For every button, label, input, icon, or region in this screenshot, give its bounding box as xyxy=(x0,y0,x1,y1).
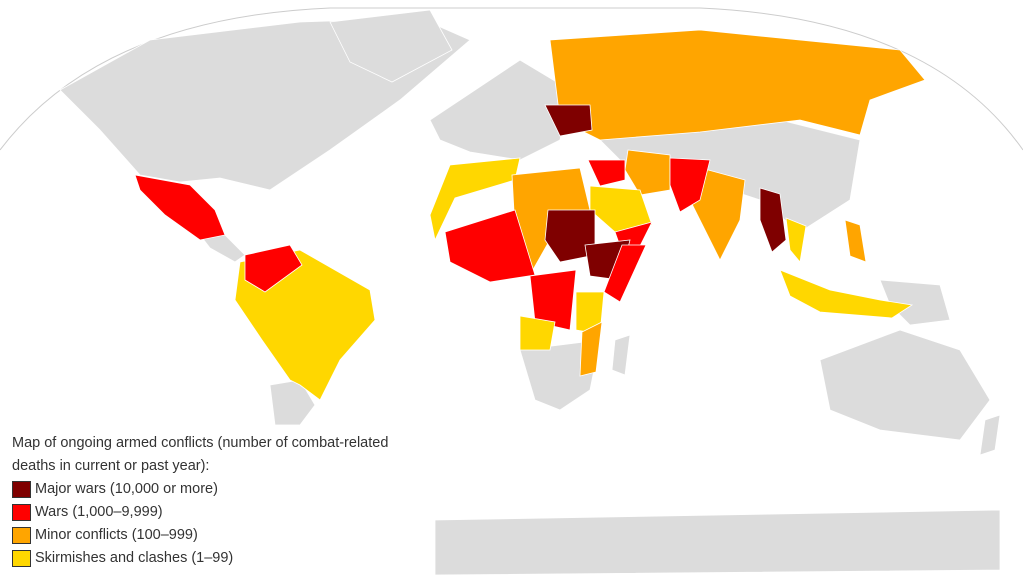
conflict-area xyxy=(429,157,521,242)
conflict-area xyxy=(759,187,787,253)
legend-title: Map of ongoing armed conflicts (number o… xyxy=(12,435,389,474)
conflict-area xyxy=(519,315,556,351)
legend-swatch xyxy=(12,481,31,498)
conflict-area xyxy=(544,104,593,137)
land xyxy=(59,9,1001,576)
conflict-area xyxy=(587,159,626,187)
conflict-area xyxy=(624,149,671,196)
conflict-area xyxy=(579,321,603,377)
conflict-area xyxy=(549,29,926,141)
conflict-area xyxy=(529,269,577,331)
map-outline xyxy=(0,7,1023,151)
legend-item: Skirmishes and clashes (1–99) xyxy=(12,547,422,570)
legend-swatch xyxy=(12,527,31,544)
legend-label: Skirmishes and clashes (1–99) xyxy=(35,550,234,566)
legend-item: Wars (1,000–9,999) xyxy=(12,501,422,524)
legend-label: Major wars (10,000 or more) xyxy=(35,481,218,497)
conflict-area xyxy=(134,174,226,241)
conflict-area xyxy=(603,244,647,303)
legend-label: Minor conflicts (100–999) xyxy=(35,527,198,543)
conflict-areas xyxy=(134,29,926,401)
conflict-area xyxy=(844,219,867,263)
conflict-area xyxy=(785,217,807,263)
conflict-area xyxy=(544,209,596,263)
conflict-area xyxy=(244,244,303,293)
legend-swatch xyxy=(12,550,31,567)
legend-label: Wars (1,000–9,999) xyxy=(35,504,163,520)
conflict-area xyxy=(669,157,711,213)
conflict-area xyxy=(779,269,914,319)
conflict-area xyxy=(444,209,536,283)
legend-item: Major wars (10,000 or more) xyxy=(12,478,422,501)
legend-items: Major wars (10,000 or more) Wars (1,000–9… xyxy=(12,478,422,570)
legend-swatch xyxy=(12,504,31,521)
legend-item: Minor conflicts (100–999) xyxy=(12,524,422,547)
legend: Map of ongoing armed conflicts (number o… xyxy=(12,432,422,570)
